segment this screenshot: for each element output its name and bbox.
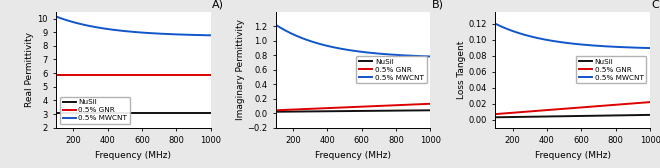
Y-axis label: Loss Tangent: Loss Tangent	[457, 40, 466, 99]
Text: C): C)	[651, 0, 660, 9]
X-axis label: Frequency (MHz): Frequency (MHz)	[96, 151, 172, 160]
X-axis label: Frequency (MHz): Frequency (MHz)	[315, 151, 391, 160]
X-axis label: Frequency (MHz): Frequency (MHz)	[535, 151, 610, 160]
Y-axis label: Imaginary Permittivity: Imaginary Permittivity	[236, 19, 244, 120]
Y-axis label: Real Permittivity: Real Permittivity	[26, 32, 34, 107]
Text: A): A)	[213, 0, 224, 9]
Legend: NuSil, 0.5% GNR, 0.5% MWCNT: NuSil, 0.5% GNR, 0.5% MWCNT	[356, 56, 427, 83]
Legend: NuSil, 0.5% GNR, 0.5% MWCNT: NuSil, 0.5% GNR, 0.5% MWCNT	[576, 56, 647, 83]
Legend: NuSil, 0.5% GNR, 0.5% MWCNT: NuSil, 0.5% GNR, 0.5% MWCNT	[59, 96, 130, 124]
Text: B): B)	[432, 0, 444, 9]
